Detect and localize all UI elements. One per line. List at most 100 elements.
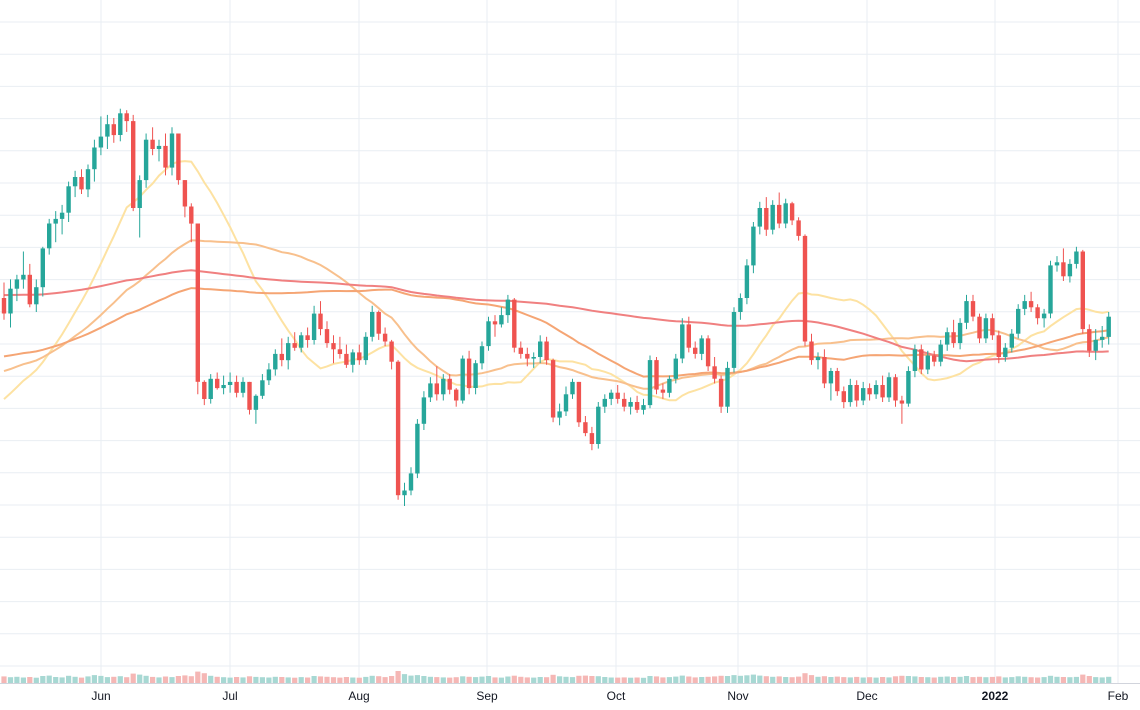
candle bbox=[1, 282, 7, 320]
volume-bar bbox=[692, 677, 698, 683]
volume-bar bbox=[531, 677, 537, 683]
volume-bar bbox=[557, 676, 563, 683]
volume-bar bbox=[1060, 677, 1066, 683]
candle-body bbox=[789, 203, 795, 221]
candle bbox=[53, 211, 58, 243]
candle-body bbox=[705, 338, 711, 367]
candle bbox=[389, 339, 394, 370]
candle-body bbox=[977, 316, 982, 339]
candle-body bbox=[712, 366, 717, 379]
candle-body bbox=[718, 378, 724, 407]
candle-body bbox=[738, 298, 743, 312]
volume-bar bbox=[744, 675, 750, 683]
candle-body bbox=[434, 383, 439, 395]
candle bbox=[466, 350, 472, 395]
candle-body bbox=[1074, 251, 1079, 264]
candle bbox=[932, 350, 937, 367]
volume-bar bbox=[847, 677, 853, 683]
candle-body bbox=[466, 358, 472, 389]
candle-body bbox=[1048, 265, 1053, 314]
volume-bar bbox=[1009, 677, 1015, 683]
volume-bar bbox=[912, 676, 918, 683]
candle bbox=[473, 360, 478, 395]
volume-bar bbox=[505, 676, 511, 683]
time-axis[interactable]: Jun Jul Aug Sep Oct Nov Dec 2022 Feb bbox=[91, 689, 1128, 703]
volume-bar bbox=[20, 677, 26, 683]
candle bbox=[783, 198, 788, 229]
x-tick-label: Jul bbox=[222, 689, 237, 703]
candle bbox=[215, 372, 220, 390]
candle bbox=[1087, 324, 1092, 357]
candle-body bbox=[486, 321, 491, 347]
volume-bar bbox=[337, 677, 343, 683]
volume-bar bbox=[724, 676, 731, 683]
volume-bar bbox=[1073, 676, 1079, 683]
candle-body bbox=[234, 381, 239, 393]
volume-bar bbox=[931, 677, 937, 683]
candle bbox=[996, 330, 1001, 364]
volume-bar bbox=[382, 677, 388, 683]
candle bbox=[583, 416, 588, 437]
candle bbox=[815, 352, 821, 370]
candle-body bbox=[1061, 262, 1066, 277]
candle-body bbox=[647, 360, 653, 406]
candle bbox=[331, 335, 336, 364]
candle-body bbox=[59, 212, 65, 219]
volume-bar bbox=[828, 677, 834, 683]
volume-bar bbox=[815, 676, 821, 683]
x-tick-label: Oct bbox=[607, 689, 626, 703]
x-tick-label: Sep bbox=[476, 689, 498, 703]
candle-body bbox=[286, 343, 291, 361]
candle bbox=[945, 327, 950, 351]
candle-body bbox=[195, 223, 200, 382]
candle-body bbox=[996, 335, 1001, 357]
candle bbox=[828, 367, 834, 401]
candle-body bbox=[1028, 301, 1034, 308]
candle bbox=[1048, 260, 1053, 319]
candle-body bbox=[40, 248, 45, 288]
candle-body bbox=[680, 324, 685, 359]
volume-bar bbox=[330, 677, 337, 683]
candle-body bbox=[221, 385, 226, 389]
candle bbox=[609, 389, 614, 406]
candle-body bbox=[227, 381, 233, 385]
candle-body bbox=[622, 398, 627, 407]
volume-bar bbox=[421, 676, 427, 683]
volume-bar bbox=[266, 677, 272, 683]
candle bbox=[938, 339, 943, 367]
candle-body bbox=[531, 357, 536, 359]
volume-bar bbox=[938, 676, 944, 683]
volume-bar bbox=[253, 676, 259, 683]
volume-bar bbox=[143, 675, 149, 683]
candle-body bbox=[79, 177, 84, 190]
candle bbox=[344, 344, 349, 368]
candle-body bbox=[53, 218, 58, 224]
candle bbox=[764, 197, 769, 236]
volume-bar bbox=[1080, 674, 1086, 683]
volume-bar bbox=[272, 676, 278, 683]
volume-bar bbox=[841, 677, 847, 683]
volume-bar bbox=[234, 677, 240, 683]
volume-bar bbox=[783, 677, 789, 683]
volume-bar bbox=[479, 676, 485, 683]
volume-bar bbox=[182, 675, 188, 683]
volume-bar bbox=[408, 675, 414, 683]
candle-body bbox=[311, 313, 317, 340]
candle bbox=[757, 201, 762, 235]
volume-bar bbox=[150, 676, 156, 683]
candle bbox=[802, 234, 808, 347]
candle bbox=[848, 378, 853, 407]
candle bbox=[861, 381, 866, 406]
candle bbox=[479, 341, 485, 370]
candle bbox=[622, 392, 627, 412]
volume-bar bbox=[240, 677, 246, 683]
candle-body bbox=[143, 139, 149, 181]
volume-bar bbox=[628, 677, 634, 683]
candle bbox=[34, 279, 39, 312]
candle bbox=[809, 333, 814, 365]
candle bbox=[570, 378, 575, 399]
candle bbox=[770, 200, 775, 235]
volume-bar bbox=[440, 677, 446, 683]
candle-body bbox=[505, 299, 511, 316]
candle bbox=[428, 377, 433, 402]
